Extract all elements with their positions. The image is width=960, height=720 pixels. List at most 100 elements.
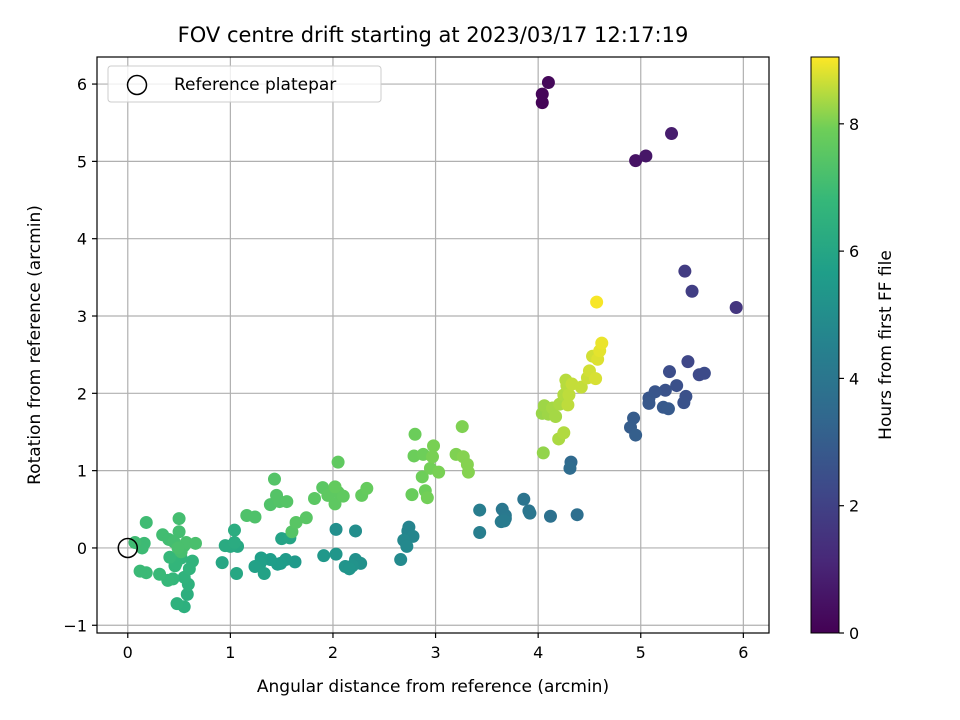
data-point [331,455,345,469]
data-point [589,372,603,386]
x-tick-label: 4 [533,643,543,662]
data-point [473,503,487,517]
x-tick-label: 0 [123,643,133,662]
data-point [329,522,343,536]
data-point [661,402,675,416]
data-point [180,587,194,601]
data-points [128,76,743,614]
legend: Reference platepar [107,65,382,103]
y-axis-ticks: −1 0 1 2 3 4 5 6 [63,75,97,635]
data-point [681,355,695,369]
data-point [188,536,202,550]
data-point [461,465,475,479]
data-point [570,508,584,522]
data-point [473,525,487,539]
y-tick-label: −1 [63,616,87,635]
y-axis-label: Rotation from reference (arcmin) [25,205,45,485]
colorbar-tick-label: 4 [849,369,859,388]
data-point [299,511,313,525]
data-point [729,301,743,315]
y-tick-label: 2 [77,384,87,403]
data-point [328,497,342,511]
data-point [172,525,186,539]
y-tick-label: 4 [77,230,87,249]
data-point [133,564,147,578]
data-point [523,506,537,520]
legend-marker [126,74,148,96]
data-point [227,536,241,550]
data-point [257,566,271,580]
data-point [248,510,262,524]
colorbar-tick-label: 8 [849,115,859,134]
data-point [427,439,441,453]
colorbar-tick-label: 6 [849,242,859,261]
data-point [432,465,446,479]
data-point [425,450,439,464]
data-point [678,264,692,278]
data-point [574,380,588,394]
data-point [153,567,167,581]
data-point [677,396,691,410]
x-axis-label: Angular distance from reference (arcmin) [257,677,609,697]
data-point [227,523,241,537]
y-tick-label: 1 [77,462,87,481]
data-point [342,562,356,576]
data-point [455,420,469,434]
colorbar-tick-label: 2 [849,497,859,516]
data-point [280,495,294,509]
data-point [535,87,549,101]
data-point [360,481,374,495]
x-tick-label: 1 [225,643,235,662]
data-point [408,427,422,441]
reference-platepar-marker [117,537,139,559]
data-point [215,556,229,570]
x-tick-label: 6 [738,643,748,662]
data-point [549,410,563,424]
data-point [543,509,557,523]
data-point [267,472,281,486]
data-point [665,127,679,141]
data-point [182,562,196,576]
data-point [405,488,419,502]
colorbar [810,56,840,634]
data-point [517,492,531,506]
y-tick-label: 3 [77,307,87,326]
colorbar-label: Hours from first FF file [876,250,896,440]
data-point [308,491,322,505]
data-point [317,549,331,563]
data-point [685,284,699,298]
data-point [349,524,363,538]
data-point [541,76,555,90]
data-point [230,566,244,580]
legend-entry: Reference platepar [174,75,336,95]
x-tick-label: 5 [636,643,646,662]
colorbar-ticks: 0 2 4 6 8 [839,115,859,643]
data-point [170,597,184,611]
data-point [289,515,303,529]
data-point [662,365,676,379]
data-point [561,398,575,412]
data-point [248,560,262,574]
data-point [139,515,153,529]
y-tick-label: 6 [77,75,87,94]
data-point [563,461,577,475]
data-point [658,383,672,397]
data-point [420,491,434,505]
data-point [629,154,643,168]
data-point [590,295,604,309]
data-point [557,426,571,440]
data-point [400,539,414,553]
x-axis-ticks: 0 1 2 3 4 5 6 [123,633,748,662]
data-point [536,446,550,460]
data-point [172,512,186,526]
legend-box [107,65,382,103]
data-point [336,489,350,503]
data-point [562,388,576,402]
data-point [642,396,656,410]
data-point [163,550,177,564]
data-point [415,470,429,484]
plot-frame [96,56,770,634]
data-point [670,379,684,393]
